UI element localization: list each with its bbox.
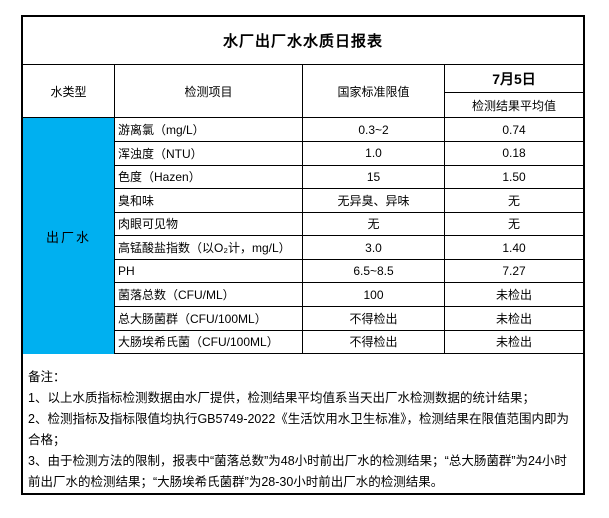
limit-cell: 3.0 [303,236,445,259]
item-cell: PH [115,259,303,283]
limit-cell: 1.0 [303,142,445,165]
item-cell: 色度（Hazen） [115,165,303,189]
result-cell: 0.74 [502,122,526,137]
table-row: 色度（Hazen） 15 1.50 [115,165,583,190]
result-cell: 0.18 [502,146,526,161]
header-national-limit: 国家标准限值 [303,65,445,118]
note-line-3: 3、由于检测方法的限制，报表中“菌落总数”为48小时前出厂水的检测结果；“总大肠… [28,454,567,489]
result-cell: 未检出 [495,335,532,350]
water-type-cell: 出厂水 [23,118,115,354]
header-date: 7月5日 [445,65,583,94]
table-header-row: 水类型 检测项目 国家标准限值 7月5日 检测结果平均值 [23,65,583,119]
table-row: 游离氯（mg/L） 0.3~2 0.74 [115,118,583,142]
limit-cell: 无 [303,212,445,236]
table-row: 肉眼可见物 无 无 [115,212,583,237]
result-cell: 7.27 [502,264,526,279]
limit-cell: 不得检出 [303,330,445,354]
notes-section: 备注： 1、以上水质指标检测数据由水厂提供，检测结果平均值系当天出厂水检测数据的… [23,354,583,493]
item-cell: 菌落总数（CFU/ML） [115,283,303,306]
table-row: 大肠埃希氏菌（CFU/100ML） 不得检出 未检出 [115,330,583,355]
limit-cell: 0.3~2 [303,118,445,141]
result-cell: 无 [507,193,520,208]
table-body: 出厂水 游离氯（mg/L） 0.3~2 0.74 浑浊度（NTU） 1.0 0.… [23,118,583,355]
header-result-average: 检测结果平均值 [471,98,556,113]
item-cell: 浑浊度（NTU） [115,142,303,165]
table-row: 菌落总数（CFU/ML） 100 未检出 [115,283,583,307]
result-cell: 未检出 [495,288,532,303]
item-cell: 高锰酸盐指数（以O₂计，mg/L） [115,236,303,259]
water-quality-report-table: 水厂出厂水水质日报表 水类型 检测项目 国家标准限值 7月5日 检测结果平均值 … [21,15,585,495]
limit-cell: 不得检出 [303,306,445,330]
note-line-1: 1、以上水质指标检测数据由水厂提供，检测结果平均值系当天出厂水检测数据的统计结果… [28,391,535,405]
item-cell: 肉眼可见物 [115,212,303,236]
data-rows: 游离氯（mg/L） 0.3~2 0.74 浑浊度（NTU） 1.0 0.18 色… [115,118,583,355]
limit-cell: 6.5~8.5 [303,259,445,283]
table-row: 臭和味 无异臭、异味 无 [115,189,583,213]
item-cell: 总大肠菌群（CFU/100ML） [115,306,303,330]
header-test-item: 检测项目 [115,65,303,118]
result-cell: 无 [507,217,520,232]
table-row: PH 6.5~8.5 7.27 [115,259,583,284]
limit-cell: 100 [303,283,445,306]
limit-cell: 15 [303,165,445,189]
result-cell: 未检出 [495,311,532,326]
notes-label: 备注： [28,370,66,384]
item-cell: 游离氯（mg/L） [115,118,303,141]
table-row: 高锰酸盐指数（以O₂计，mg/L） 3.0 1.40 [115,236,583,260]
item-cell: 大肠埃希氏菌（CFU/100ML） [115,330,303,354]
table-row: 总大肠菌群（CFU/100ML） 不得检出 未检出 [115,306,583,331]
item-cell: 臭和味 [115,189,303,212]
report-title: 水厂出厂水水质日报表 [23,17,583,66]
result-cell: 1.40 [502,240,526,255]
limit-cell: 无异臭、异味 [303,189,445,212]
note-line-2: 2、检测指标及指标限值均执行GB5749-2022《生活饮用水卫生标准》，检测结… [28,412,570,447]
header-result-group: 7月5日 检测结果平均值 [445,65,583,117]
table-row: 浑浊度（NTU） 1.0 0.18 [115,142,583,166]
result-cell: 1.50 [502,169,526,184]
header-water-type: 水类型 [23,65,115,118]
